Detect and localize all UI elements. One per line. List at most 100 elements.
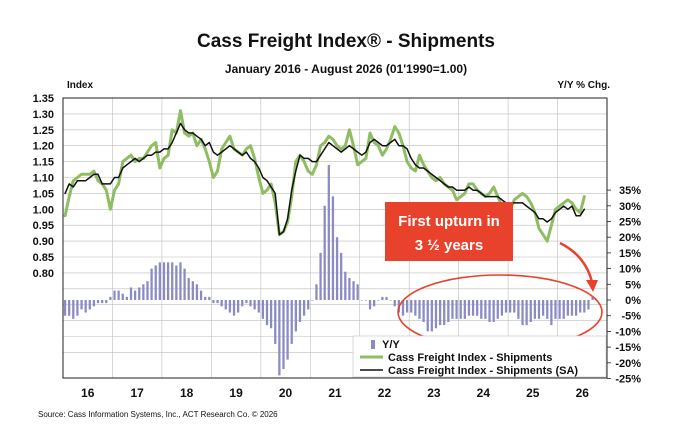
yoy-bar [121, 293, 124, 300]
yoy-bar [282, 300, 285, 370]
y-left-tick-label: 0.95 [33, 220, 54, 232]
x-tick-label: 21 [328, 386, 342, 400]
y-right-tick-label: 5% [625, 279, 641, 291]
yoy-bar [183, 268, 186, 300]
y-left-tick-label: 0.85 [33, 252, 54, 264]
yoy-bar [204, 296, 207, 300]
yoy-bar [253, 300, 256, 310]
yoy-bar [237, 300, 240, 313]
yoy-bar [566, 300, 569, 316]
yoy-bar [269, 300, 273, 329]
yoy-bar [228, 300, 232, 313]
y-right-tick-label: -25% [615, 374, 641, 386]
yoy-bar [199, 290, 203, 300]
y-right-tick-label: 0% [625, 295, 641, 307]
yoy-bar [331, 196, 335, 300]
y-left-tick-label: 1.15 [33, 157, 54, 169]
yoy-bar [496, 300, 499, 319]
yoy-bar [133, 290, 137, 300]
yoy-bar [492, 300, 495, 322]
yoy-bar [76, 300, 79, 316]
yoy-bar [150, 268, 153, 300]
yoy-bar [68, 300, 71, 316]
y-left-tick-label: 0.90 [33, 236, 54, 248]
x-tick-label: 22 [378, 386, 392, 400]
yoy-bar [241, 300, 244, 307]
y-right-tick-label: 30% [619, 201, 641, 213]
yoy-bar [434, 300, 438, 329]
yoy-bar [451, 300, 454, 319]
y-right-tick-label: 35% [619, 185, 641, 197]
axis-ticks [607, 189, 611, 379]
yoy-bar [340, 252, 343, 300]
yoy-bar [579, 300, 582, 313]
yoy-bar [591, 296, 594, 300]
annotation-arrow [559, 241, 598, 292]
x-tick-label: 20 [279, 386, 293, 400]
yoy-bar [352, 281, 355, 300]
yoy-bar [509, 300, 512, 313]
yoy-bar [368, 300, 372, 310]
left-axis-label: Index [67, 80, 94, 91]
yoy-bar [294, 300, 297, 332]
yoy-bar [216, 300, 219, 304]
yoy-bar [414, 300, 417, 316]
yoy-bar [142, 284, 145, 300]
yoy-bar [443, 300, 446, 326]
yoy-bar [554, 300, 557, 319]
yoy-bar [525, 300, 528, 326]
yoy-bar [587, 300, 590, 310]
yoy-bar [385, 296, 388, 300]
x-tick-label: 23 [427, 386, 441, 400]
yoy-bar [208, 296, 211, 300]
yoy-bar [245, 300, 248, 304]
axis-tick-labels: 1.35 1.30 1.25 1.20 1.15 1.10 1.05 1.00 0.95 0.90… [33, 93, 642, 400]
yoy-bar [327, 164, 330, 300]
legend-label-shipments: Cass Freight Index - Shipments [388, 352, 552, 364]
y-right-tick-label: 25% [619, 217, 641, 229]
yoy-bar [488, 300, 491, 322]
yoy-bar [438, 300, 442, 326]
chart-subtitle: January 2016 - August 2026 (01'1990=1.00… [225, 62, 467, 76]
yoy-bar [517, 300, 520, 319]
yoy-bar [257, 300, 260, 313]
yoy-bar [471, 300, 475, 316]
y-left-tick-label: 1.35 [33, 93, 54, 105]
y-left-tick-label: 0.80 [33, 268, 54, 280]
yoy-bar [455, 300, 458, 319]
yoy-bar [278, 300, 281, 376]
y-right-tick-label: 20% [619, 232, 641, 244]
yoy-bar [307, 300, 310, 310]
yoy-bar [570, 300, 574, 316]
yoy-bar [249, 300, 252, 307]
yoy-bar [105, 300, 108, 304]
yoy-bar [463, 300, 466, 319]
right-axis-label: Y/Y % Chg. [557, 80, 610, 91]
yoy-bar [146, 281, 149, 300]
y-left-tick-label: 1.30 [33, 109, 54, 121]
y-right-tick-label: -15% [615, 342, 641, 354]
yoy-bar [323, 205, 326, 300]
yoy-bar [311, 300, 314, 301]
yoy-bar [63, 300, 67, 316]
annotation-line-2: 3 ½ years [415, 237, 483, 254]
yoy-bars [63, 164, 594, 376]
yoy-bar [129, 287, 133, 300]
annotation-box: First upturn in 3 ½ years [385, 202, 513, 261]
yoy-bar [500, 300, 504, 316]
yoy-bar [96, 300, 100, 304]
yoy-bar [212, 300, 215, 304]
source-note: Source: Cass Information Systems, Inc., … [38, 410, 278, 419]
legend-label-shipments-sa: Cass Freight Index - Shipments (SA) [388, 365, 578, 377]
y-left-tick-label: 1.05 [33, 188, 54, 200]
yoy-bar [187, 278, 190, 300]
yoy-bar [430, 300, 433, 332]
shipments-sa-line [64, 122, 586, 236]
yoy-bar [220, 300, 223, 307]
yoy-bar [101, 300, 104, 304]
yoy-bar [480, 300, 483, 319]
yoy-bar [84, 300, 87, 313]
yoy-bar [426, 300, 429, 332]
legend-swatch-yoy [371, 340, 375, 349]
